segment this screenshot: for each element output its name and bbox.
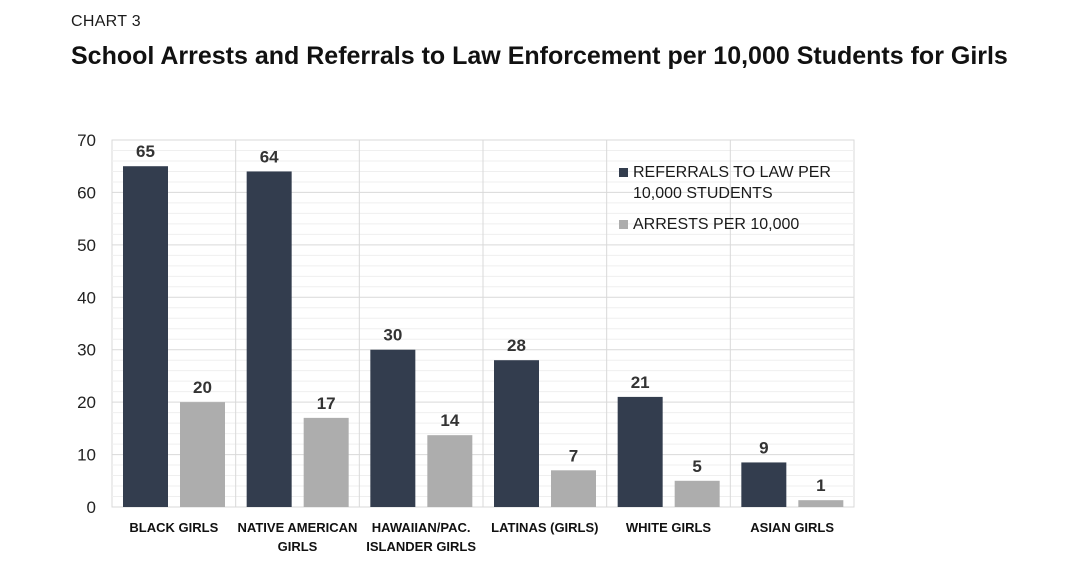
referrals-value-label: 21 [631,373,650,392]
arrests-bar [674,480,720,507]
arrests-value-label: 17 [317,394,336,413]
arrests-bar [180,402,225,507]
y-tick-label: 30 [77,341,96,360]
y-tick-label: 70 [77,131,96,150]
arrests-value-label: 14 [440,411,459,430]
y-tick-label: 60 [77,183,96,202]
referrals-bar [246,171,292,507]
referrals-value-label: 64 [260,147,279,166]
referrals-bar [370,349,416,507]
legend-arrests-label: ARRESTS PER 10,000 [633,216,799,233]
referrals-value-label: 65 [136,142,155,161]
y-tick-label: 40 [77,288,96,307]
arrests-bar [551,470,596,507]
arrests-value-label: 20 [193,378,212,397]
arrests-bar [427,435,473,507]
x-category-label: BLACK GIRLS [129,520,218,535]
y-tick-label: 20 [77,393,96,412]
referrals-value-label: 30 [383,326,402,345]
arrests-bar [798,500,844,507]
legend-referrals-swatch [619,168,628,177]
arrests-bar [303,417,349,507]
referrals-bar [123,166,168,507]
x-category-label: WHITE GIRLS [626,520,712,535]
x-category-label: ASIAN GIRLS [750,520,834,535]
x-category-label: HAWAIIAN/PAC. ISLANDER GIRLS [366,520,476,554]
x-category-label: LATINAS (GIRLS) [491,520,598,535]
referrals-value-label: 28 [507,336,526,355]
y-tick-label: 10 [77,446,96,465]
referrals-value-label: 9 [759,438,768,457]
referrals-bar [617,396,663,507]
arrests-value-label: 5 [692,457,701,476]
arrests-value-label: 1 [816,476,825,495]
y-tick-label: 50 [77,236,96,255]
x-category-label: NATIVE AMERICAN GIRLS [238,520,358,554]
referrals-bar [741,462,787,507]
legend-arrests-swatch [619,220,628,229]
chart-kicker: CHART 3 [71,13,141,30]
y-tick-label: 0 [87,498,96,517]
legend-referrals-label: REFERRALS TO LAW PER 10,000 STUDENTS [633,164,831,202]
arrests-value-label: 7 [569,446,578,465]
chart-title: School Arrests and Referrals to Law Enfo… [71,42,1008,70]
referrals-bar [494,360,539,507]
